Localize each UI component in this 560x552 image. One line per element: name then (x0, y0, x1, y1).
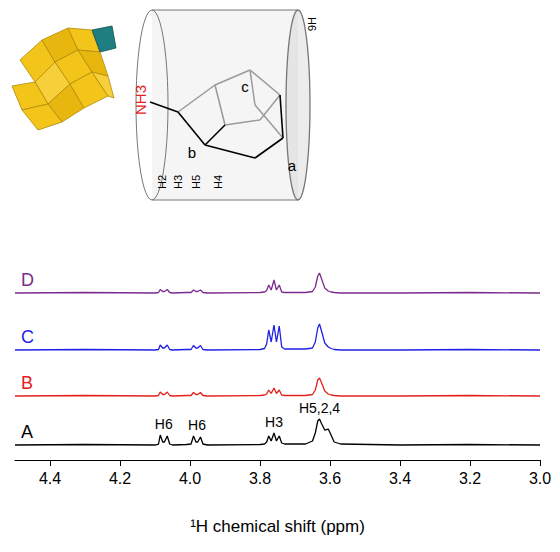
svg-text:c: c (241, 78, 249, 95)
svg-text:H5: H5 (190, 175, 202, 189)
svg-text:NH3: NH3 (132, 85, 149, 115)
svg-text:H6: H6 (306, 17, 318, 31)
svg-text:H6: H6 (155, 416, 173, 432)
svg-text:3.0: 3.0 (529, 470, 551, 487)
svg-text:H6: H6 (188, 417, 206, 433)
svg-text:¹H chemical shift (ppm): ¹H chemical shift (ppm) (190, 517, 365, 536)
svg-text:H5,2,4: H5,2,4 (299, 400, 340, 416)
svg-text:H3: H3 (265, 414, 283, 430)
svg-text:b: b (188, 144, 196, 161)
svg-text:A: A (21, 422, 33, 442)
svg-text:H3: H3 (172, 175, 184, 189)
svg-text:3.6: 3.6 (319, 470, 341, 487)
svg-text:a: a (288, 157, 297, 174)
svg-text:4.4: 4.4 (39, 470, 61, 487)
svg-text:C: C (21, 327, 34, 347)
svg-text:B: B (21, 373, 33, 393)
svg-text:3.8: 3.8 (249, 470, 271, 487)
svg-text:H2: H2 (156, 175, 168, 189)
svg-text:4.0: 4.0 (179, 470, 201, 487)
svg-text:3.4: 3.4 (389, 470, 411, 487)
svg-text:H4: H4 (212, 175, 224, 189)
svg-text:4.2: 4.2 (109, 470, 131, 487)
svg-text:3.2: 3.2 (459, 470, 481, 487)
svg-text:D: D (21, 270, 34, 290)
